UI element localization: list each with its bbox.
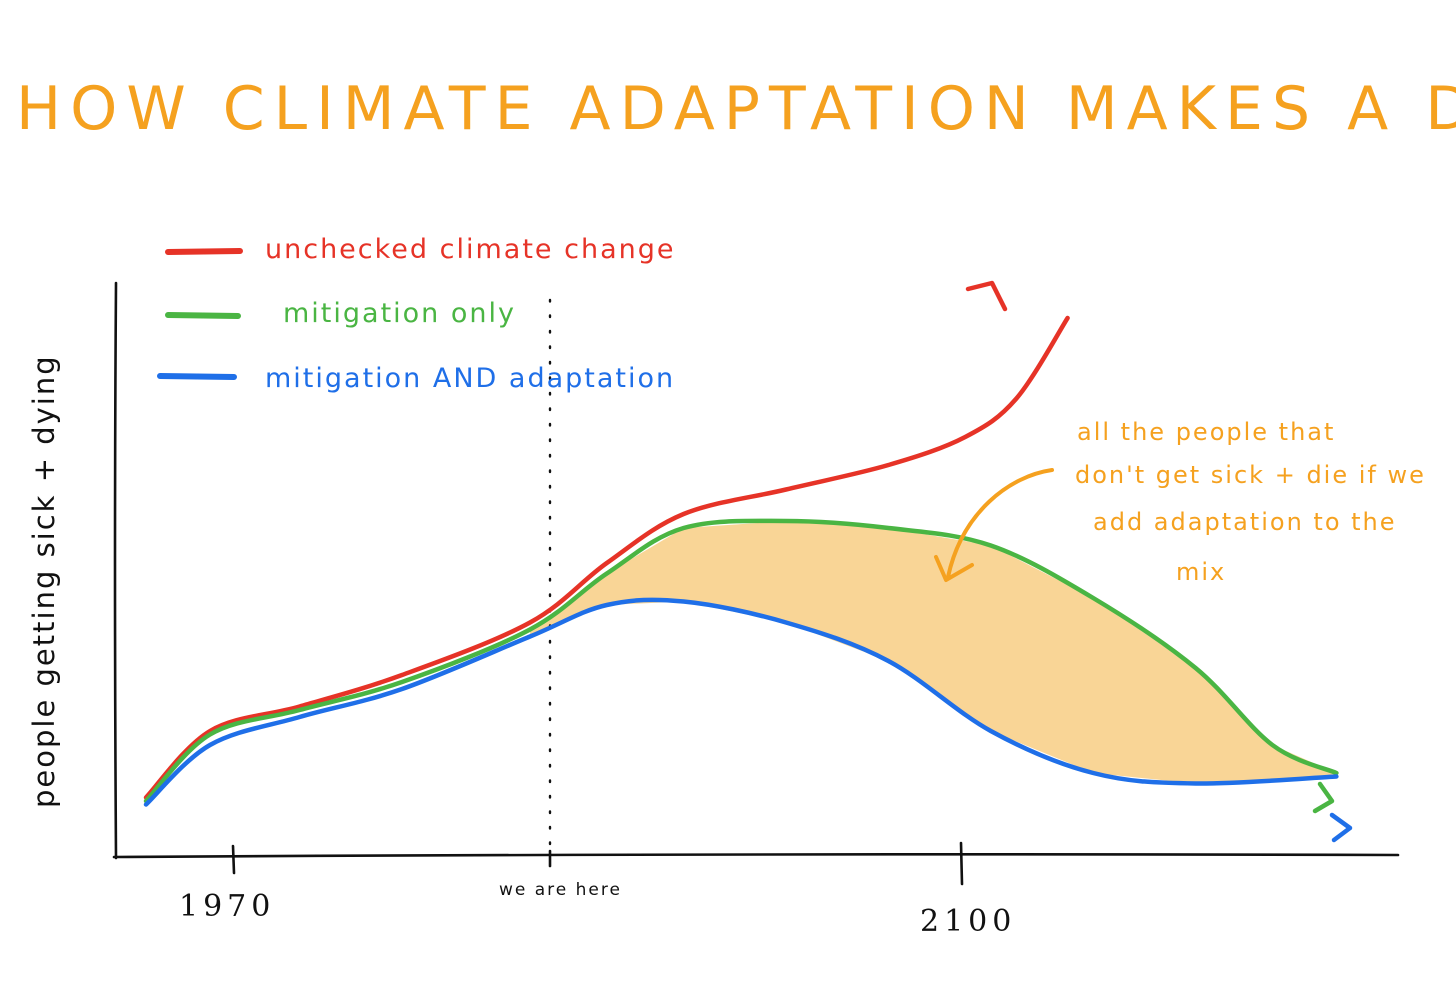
annotation-arrow: [946, 468, 1054, 579]
shaded-region: [530, 521, 1337, 784]
chart-title: HOW CLIMATE ADAPTATION MAKES A DIFFERENC…: [16, 74, 1456, 144]
annotation-line-4: mix: [1176, 558, 1226, 586]
legend-label-mitigation: mitigation only: [283, 298, 516, 329]
tick-1970: [231, 844, 236, 875]
arrowhead-unchecked: [965, 280, 1008, 312]
x-axis: [112, 853, 1400, 859]
y-axis-label: people getting sick + dying: [27, 354, 61, 808]
legend-swatch-adaptation: [157, 373, 237, 380]
annotation-line-1: all the people that: [1077, 418, 1335, 446]
y-axis: [113, 281, 118, 860]
arrowhead-adaptation: [1329, 812, 1353, 843]
legend-label-unchecked: unchecked climate change: [265, 234, 675, 265]
annotation-line-2: don't get sick + die if we: [1075, 461, 1426, 489]
series-line-adaptation: [143, 597, 1339, 807]
tick-2100: [959, 841, 964, 886]
series-line-mitigation: [143, 518, 1339, 804]
tick-label-1970: 1970: [179, 889, 275, 924]
tick-label-we-are-here: we are here: [499, 880, 622, 900]
tick-label-2100: 2100: [920, 904, 1016, 939]
annotation-line-3: add adaptation to the: [1093, 508, 1397, 536]
arrowhead-mitigation: [1312, 781, 1335, 814]
annotation: all the people that don't get sick + die…: [934, 418, 1426, 586]
annotation-arrowhead: [934, 555, 974, 582]
legend: unchecked climate change mitigation only…: [157, 234, 675, 394]
legend-swatch-unchecked: [165, 248, 243, 255]
legend-swatch-mitigation: [165, 312, 241, 319]
series-line-unchecked: [143, 315, 1070, 800]
legend-label-adaptation: mitigation AND adaptation: [265, 363, 675, 394]
